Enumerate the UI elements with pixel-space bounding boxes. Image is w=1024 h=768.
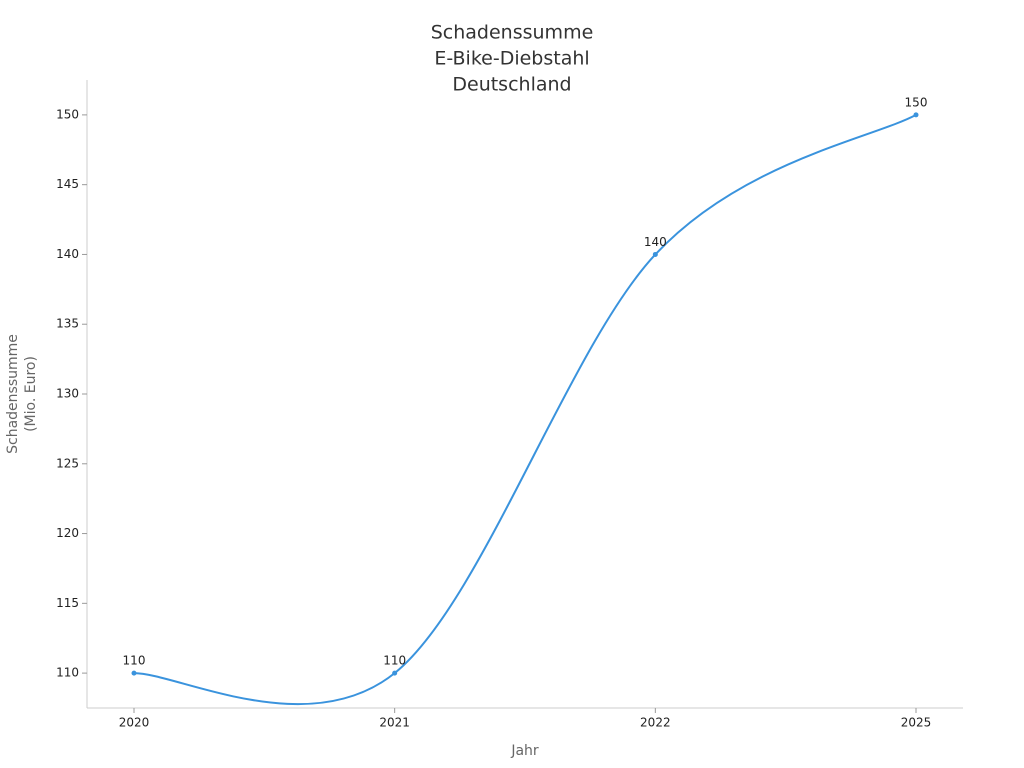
- chart-title: E-Bike-Diebstahl: [434, 48, 589, 70]
- chart-title: Deutschland: [452, 74, 571, 96]
- point: [913, 112, 919, 118]
- x-tick-label: 2022: [640, 716, 671, 730]
- data-label: 150: [905, 95, 928, 109]
- point: [131, 670, 137, 676]
- chart-title: Schadenssumme: [431, 22, 594, 44]
- y-tick-label: 125: [56, 456, 79, 470]
- x-axis-label: Jahr: [510, 743, 539, 759]
- x-tick-label: 2020: [119, 716, 150, 730]
- y-tick-label: 110: [56, 666, 79, 680]
- data-label: 140: [644, 235, 667, 249]
- point: [652, 251, 658, 257]
- y-tick-label: 120: [56, 526, 79, 540]
- y-tick-label: 145: [56, 177, 79, 191]
- y-tick-label: 115: [56, 596, 79, 610]
- y-tick-label: 150: [56, 107, 79, 121]
- y-axis-label: (Mio. Euro): [23, 356, 39, 432]
- line: [133, 114, 917, 706]
- y-tick-label: 130: [56, 387, 79, 401]
- x-tick-label: 2021: [379, 716, 410, 730]
- y-axis-label: Schadenssumme: [5, 334, 21, 454]
- data-label: 110: [383, 654, 406, 668]
- point: [392, 670, 398, 676]
- y-tick-label: 135: [56, 317, 79, 331]
- y-tick-label: 140: [56, 247, 79, 261]
- data-label: 110: [123, 654, 146, 668]
- x-tick-label: 2025: [901, 716, 932, 730]
